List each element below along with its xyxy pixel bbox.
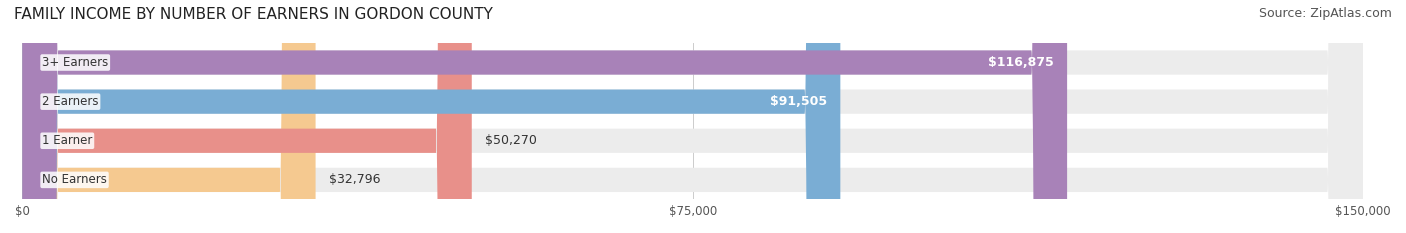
Text: $32,796: $32,796: [329, 173, 381, 186]
Text: 2 Earners: 2 Earners: [42, 95, 98, 108]
Text: 3+ Earners: 3+ Earners: [42, 56, 108, 69]
FancyBboxPatch shape: [22, 0, 1364, 233]
Text: Source: ZipAtlas.com: Source: ZipAtlas.com: [1258, 7, 1392, 20]
FancyBboxPatch shape: [22, 0, 1364, 233]
FancyBboxPatch shape: [22, 0, 1364, 233]
Text: $50,270: $50,270: [485, 134, 537, 147]
FancyBboxPatch shape: [22, 0, 1067, 233]
FancyBboxPatch shape: [22, 0, 472, 233]
FancyBboxPatch shape: [22, 0, 841, 233]
Text: $91,505: $91,505: [770, 95, 827, 108]
FancyBboxPatch shape: [22, 0, 1364, 233]
FancyBboxPatch shape: [22, 0, 315, 233]
Text: FAMILY INCOME BY NUMBER OF EARNERS IN GORDON COUNTY: FAMILY INCOME BY NUMBER OF EARNERS IN GO…: [14, 7, 494, 22]
Text: 1 Earner: 1 Earner: [42, 134, 93, 147]
Text: No Earners: No Earners: [42, 173, 107, 186]
Text: $116,875: $116,875: [988, 56, 1053, 69]
